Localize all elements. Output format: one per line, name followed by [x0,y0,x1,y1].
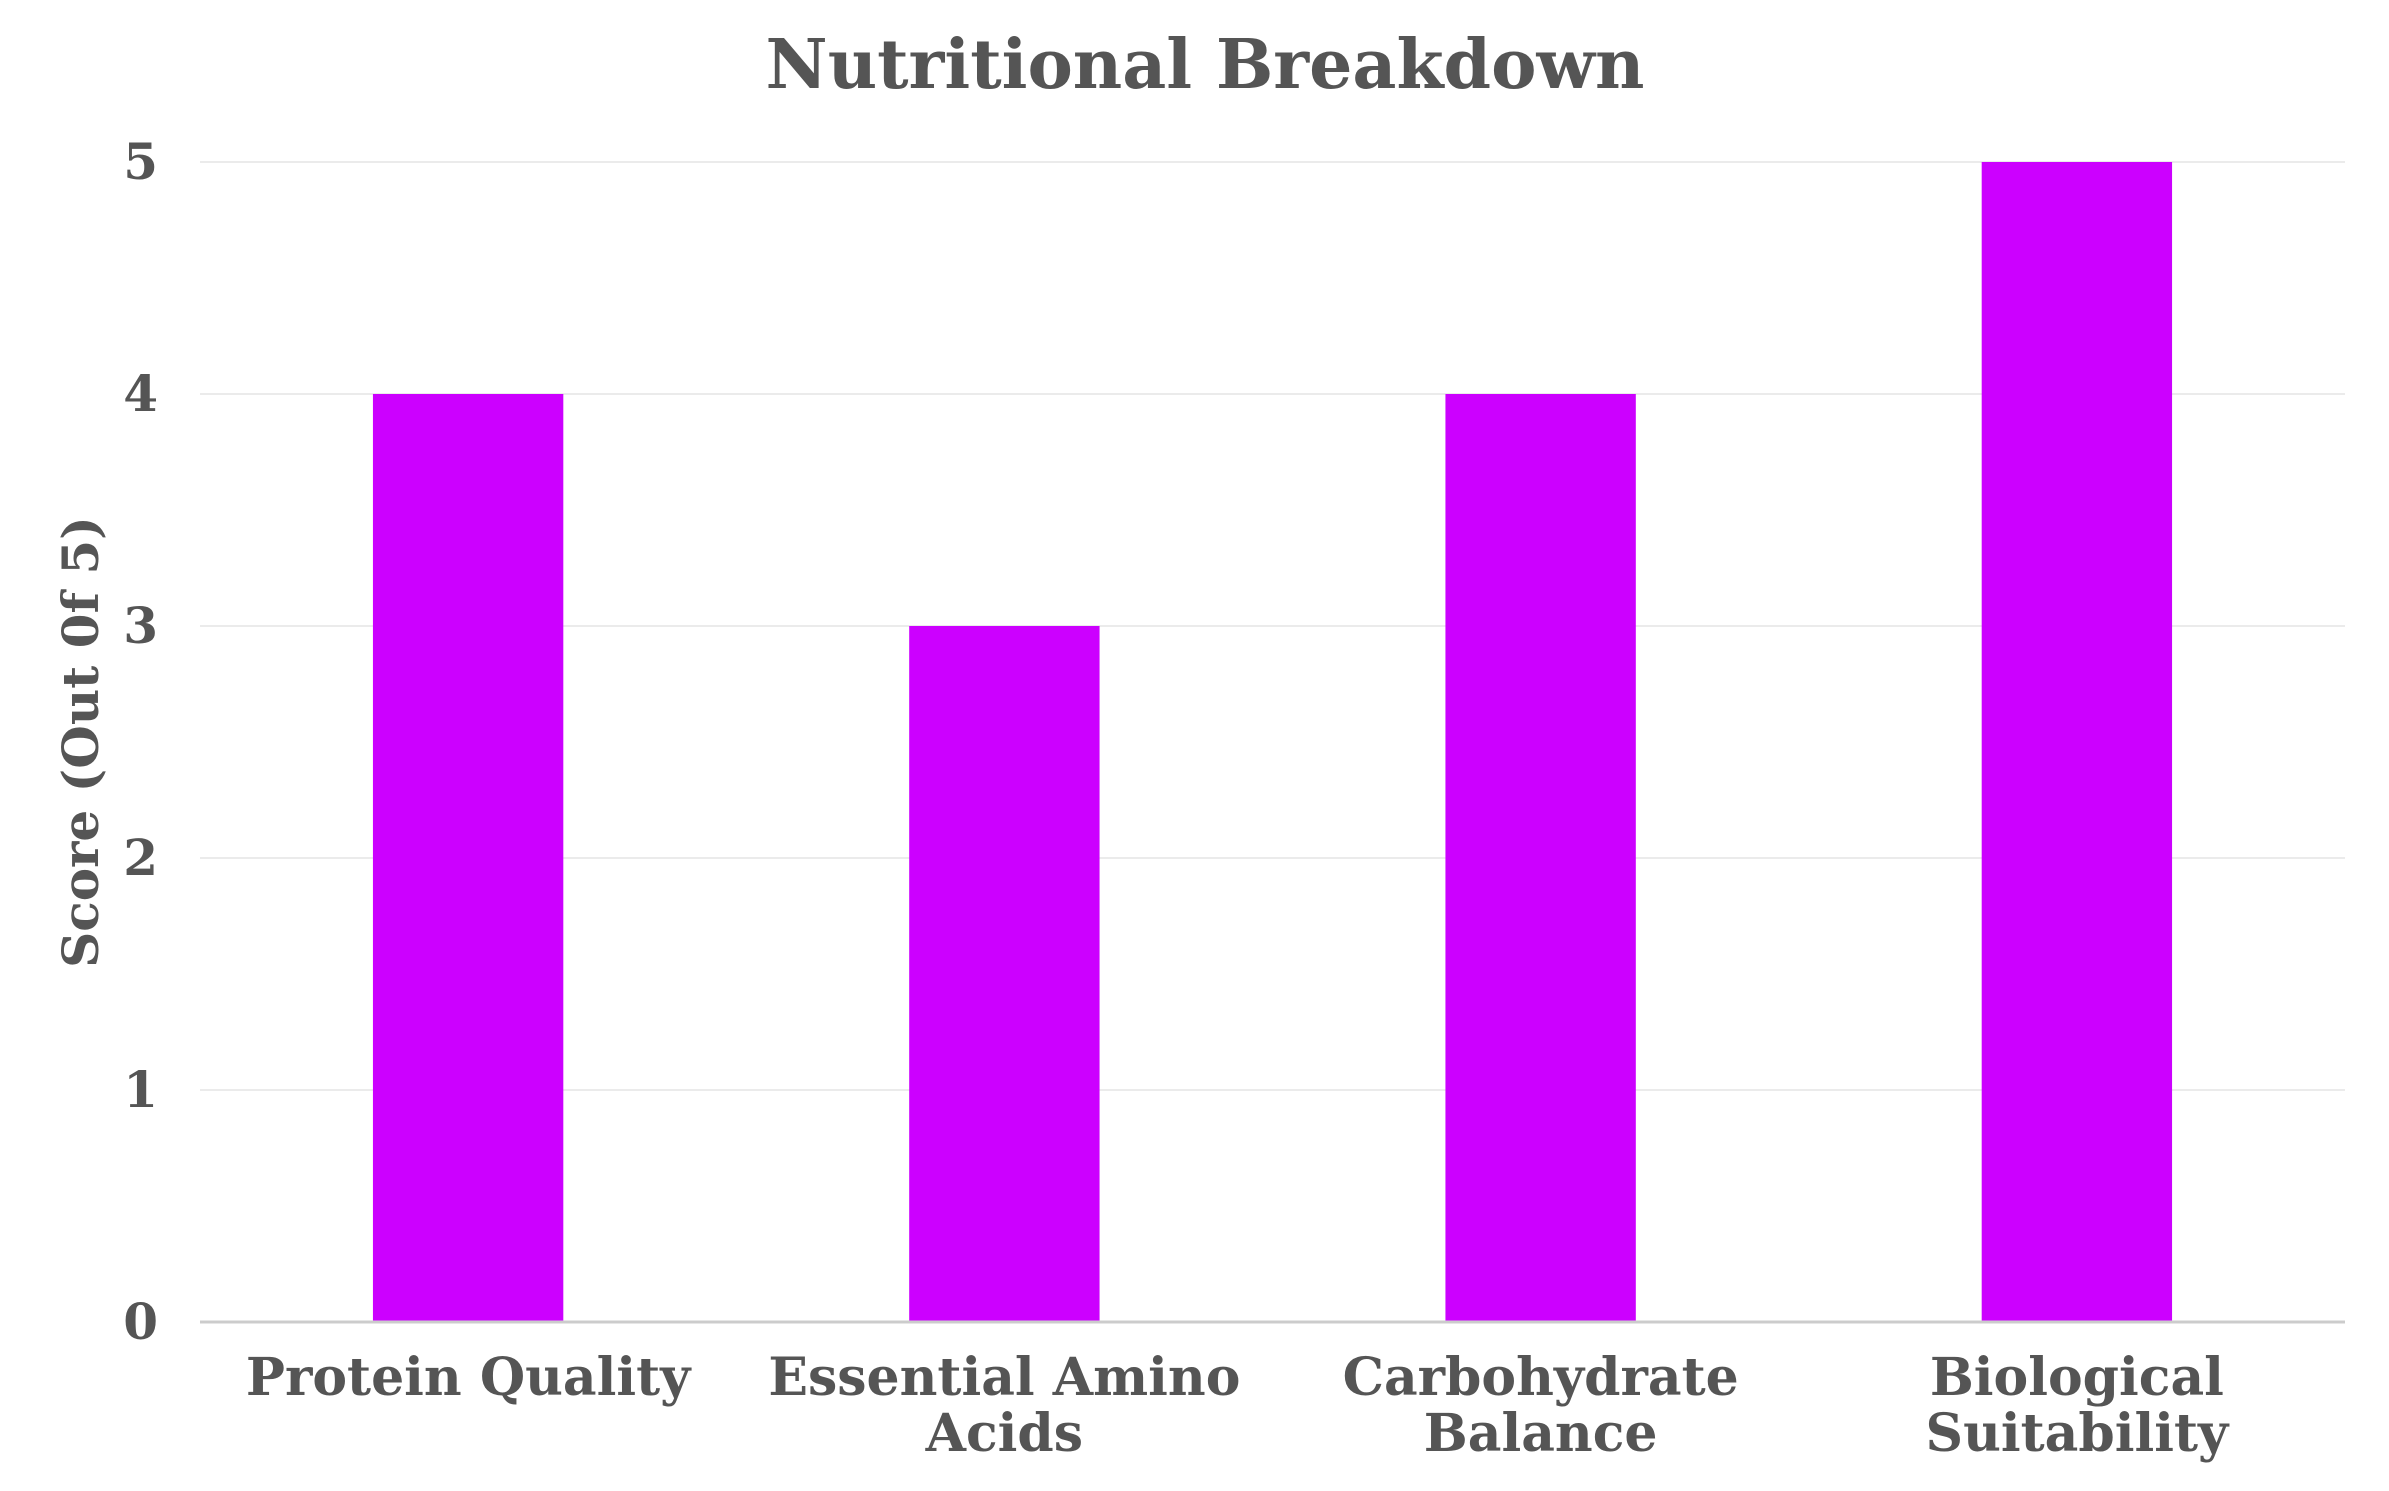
x-tick-label-line: Suitability [1926,1403,2230,1464]
x-tick-label-line: Biological [1930,1347,2224,1408]
y-tick-label: 1 [123,1060,158,1119]
y-tick-label: 4 [123,364,158,423]
x-tick-label: Biological Suitability [1926,1347,2230,1464]
y-tick-label: 0 [123,1292,158,1351]
bar [909,626,1100,1322]
y-tick-label: 5 [123,132,158,191]
bars [372,162,2173,1322]
y-tick-label: 2 [123,828,158,887]
x-axis-categories: Protein Quality Essential Amino Acids Carbo… [246,1347,2230,1464]
x-tick-label-line: Protein Quality [246,1347,692,1408]
x-tick-label-line: Balance [1424,1403,1658,1464]
x-tick-label-line: Carbohydrate [1343,1347,1739,1408]
y-axis-ticks: 0 1 2 3 4 5 [123,132,158,1351]
bar [1981,162,2173,1322]
x-tick-label-line: Acids [925,1403,1083,1464]
y-axis-label: Score (Out 0f 5) [51,516,110,968]
x-tick-label: Carbohydrate Balance [1343,1347,1739,1464]
bar [1445,394,1636,1322]
y-tick-label: 3 [123,596,158,655]
bar [372,394,564,1322]
chart-title: Nutritional Breakdown [766,25,1645,105]
x-tick-label-line: Essential Amino [768,1347,1240,1408]
x-tick-label: Protein Quality [246,1347,692,1408]
x-tick-label: Essential Amino Acids [768,1347,1240,1464]
